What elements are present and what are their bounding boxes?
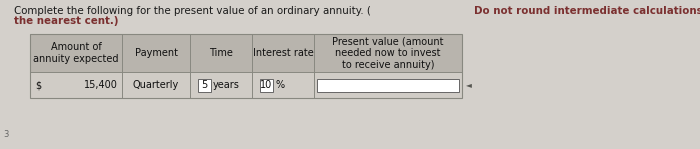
Text: Payment: Payment	[134, 48, 178, 58]
Text: 3: 3	[3, 130, 8, 139]
Text: 15,400: 15,400	[84, 80, 118, 90]
Bar	[30, 34, 462, 72]
Bar	[317, 79, 459, 91]
Text: Present value (amount
needed now to invest
to receive annuity): Present value (amount needed now to inve…	[332, 36, 444, 70]
Text: the nearest cent.): the nearest cent.)	[14, 16, 118, 26]
Text: Amount of
annuity expected: Amount of annuity expected	[34, 42, 119, 64]
Bar	[198, 79, 211, 91]
Text: Time: Time	[209, 48, 233, 58]
Text: years: years	[213, 80, 240, 90]
Text: 10: 10	[260, 80, 272, 90]
Bar	[30, 34, 462, 98]
Text: Quarterly: Quarterly	[133, 80, 179, 90]
Text: Complete the following for the present value of an ordinary annuity. (: Complete the following for the present v…	[14, 6, 371, 16]
Text: %: %	[275, 80, 284, 90]
Text: 5: 5	[202, 80, 208, 90]
Text: $: $	[35, 80, 41, 90]
Bar	[260, 79, 273, 91]
Text: Interest rate: Interest rate	[253, 48, 314, 58]
Bar	[30, 72, 462, 98]
Text: Do not round intermediate calculations. Round your answer to: Do not round intermediate calculations. …	[475, 6, 700, 16]
Text: ◄: ◄	[466, 80, 472, 90]
